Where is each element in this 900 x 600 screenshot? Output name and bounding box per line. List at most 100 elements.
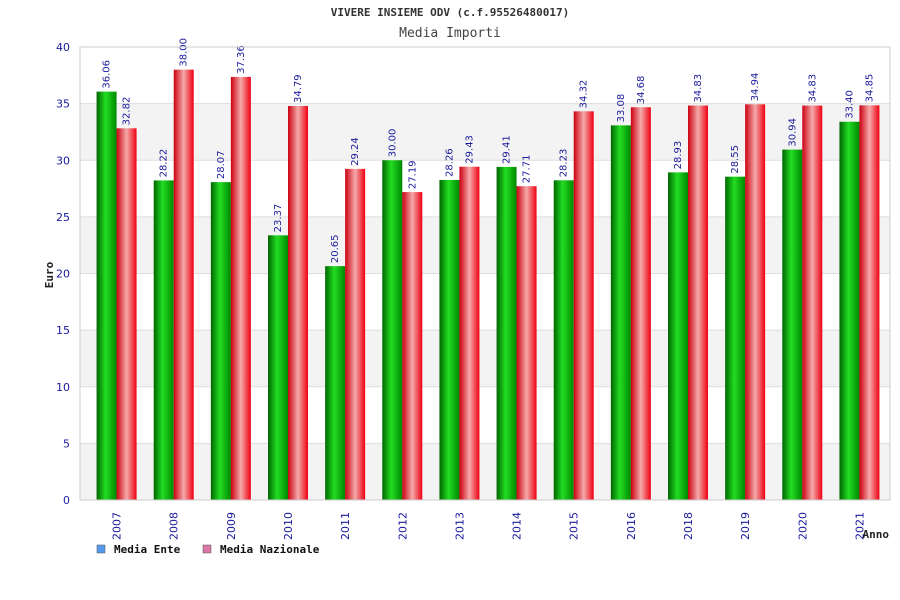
y-tick-label: 35 (56, 98, 70, 111)
bar-media-nazionale (688, 105, 708, 501)
x-axis-title: Anno (863, 528, 890, 541)
y-tick-label: 10 (56, 381, 70, 394)
x-tick-label: 2008 (168, 512, 181, 540)
value-label: 28.07 (216, 150, 227, 179)
x-tick-label: 2014 (511, 512, 524, 540)
x-tick-label: 2016 (625, 512, 638, 540)
value-label: 27.19 (407, 160, 418, 189)
bar-media-ente (668, 172, 688, 501)
legend-entry: Media Ente (114, 543, 181, 556)
legend-swatch (96, 544, 106, 554)
x-tick-label: 2010 (282, 512, 295, 540)
y-tick-label: 20 (56, 268, 70, 281)
bar-media-nazionale (402, 192, 423, 501)
value-label: 27.71 (522, 155, 533, 184)
bar-media-ente (553, 180, 574, 500)
bar-media-nazionale (345, 168, 366, 500)
bar-media-nazionale (745, 104, 766, 500)
bar-media-nazionale (516, 186, 537, 500)
chart-title: VIVERE INSIEME ODV (c.f.95526480017) (331, 6, 569, 19)
y-tick-label: 30 (56, 154, 70, 167)
bar-media-nazionale (173, 69, 194, 501)
x-tick-label: 2019 (739, 512, 752, 540)
grid-band (80, 47, 890, 104)
value-label: 34.85 (864, 74, 875, 103)
bar-media-ente (153, 180, 174, 500)
grid-band (80, 330, 890, 387)
grid-band (80, 443, 890, 500)
bar-media-nazionale (859, 105, 880, 500)
value-label: 29.24 (350, 137, 361, 166)
grid (80, 46, 890, 501)
grid-band (80, 273, 890, 331)
value-label: 32.82 (122, 97, 133, 126)
y-tick-label: 40 (56, 41, 70, 54)
bar-media-ente (725, 176, 746, 500)
value-label: 28.93 (673, 141, 684, 170)
bar-media-ente (210, 182, 231, 501)
value-label: 34.83 (693, 74, 704, 103)
value-label: 28.22 (159, 149, 170, 178)
bar-media-ente (839, 121, 860, 501)
value-label: 34.79 (293, 74, 304, 103)
bar-media-ente (268, 235, 288, 500)
bar-media-nazionale (288, 106, 308, 501)
bar-media-ente (782, 149, 803, 501)
y-tick-label: 5 (63, 437, 70, 450)
value-label: 30.94 (787, 118, 798, 147)
y-tick-label: 15 (56, 324, 70, 337)
value-label: 28.26 (444, 148, 455, 177)
x-tick-label: 2015 (568, 512, 581, 540)
value-label: 28.55 (730, 145, 741, 174)
legend-entry: Media Nazionale (220, 543, 320, 556)
legend: Media Ente Media Nazionale (96, 543, 320, 556)
y-tick-label: 0 (63, 494, 70, 507)
bar-media-nazionale (802, 105, 823, 501)
value-label: 34.83 (807, 74, 818, 103)
x-tick-label: 2012 (396, 512, 409, 540)
y-tick-label: 25 (56, 211, 70, 224)
bar-media-nazionale (230, 76, 251, 500)
x-tick-label: 2020 (796, 512, 809, 540)
legend-swatch (202, 544, 212, 554)
bar-media-ente (496, 166, 517, 500)
axes: 0 5 10 15 20 25 30 35 40 2007 2008 2009 2010 2011 2012… (56, 41, 891, 540)
value-label: 33.08 (616, 94, 627, 123)
value-label: 29.41 (502, 135, 513, 164)
value-label: 20.65 (330, 234, 341, 263)
value-label: 38.00 (179, 38, 190, 67)
bar-media-nazionale (573, 111, 594, 501)
x-tick-label: 2018 (682, 512, 695, 540)
bar-media-ente (325, 266, 346, 500)
x-tick-label: 2013 (453, 512, 466, 540)
grid-band (80, 160, 890, 217)
bar-media-ente (96, 91, 117, 501)
value-label: 28.23 (559, 149, 570, 178)
bar-media-ente (439, 179, 460, 500)
grid-band (80, 103, 890, 161)
bar-media-nazionale (116, 128, 137, 500)
value-label: 33.40 (844, 90, 855, 119)
bar-media-ente (610, 125, 631, 500)
value-label: 29.43 (464, 135, 475, 164)
x-tick-label: 2021 (853, 512, 866, 540)
chart-subtitle: Media Importi (399, 26, 501, 41)
value-labels: 36.06 32.82 28.22 38.00 28.07 37.36 23.37 34.79… (102, 38, 876, 263)
value-label: 34.68 (636, 76, 647, 105)
bar-media-nazionale (459, 166, 480, 500)
value-label: 34.32 (579, 80, 590, 109)
value-label: 37.36 (236, 45, 247, 74)
x-tick-label: 2007 (111, 512, 124, 540)
bar-media-ente (382, 160, 403, 500)
value-label: 23.37 (273, 204, 284, 233)
value-label: 34.94 (750, 73, 761, 102)
x-tick-label: 2009 (225, 512, 238, 540)
grid-band (80, 386, 890, 444)
bars (96, 69, 880, 501)
bar-media-nazionale (630, 107, 651, 501)
y-axis-title: Euro (43, 261, 56, 288)
plot-frame (79, 46, 891, 501)
grid-band (80, 216, 890, 274)
value-label: 36.06 (102, 60, 113, 89)
